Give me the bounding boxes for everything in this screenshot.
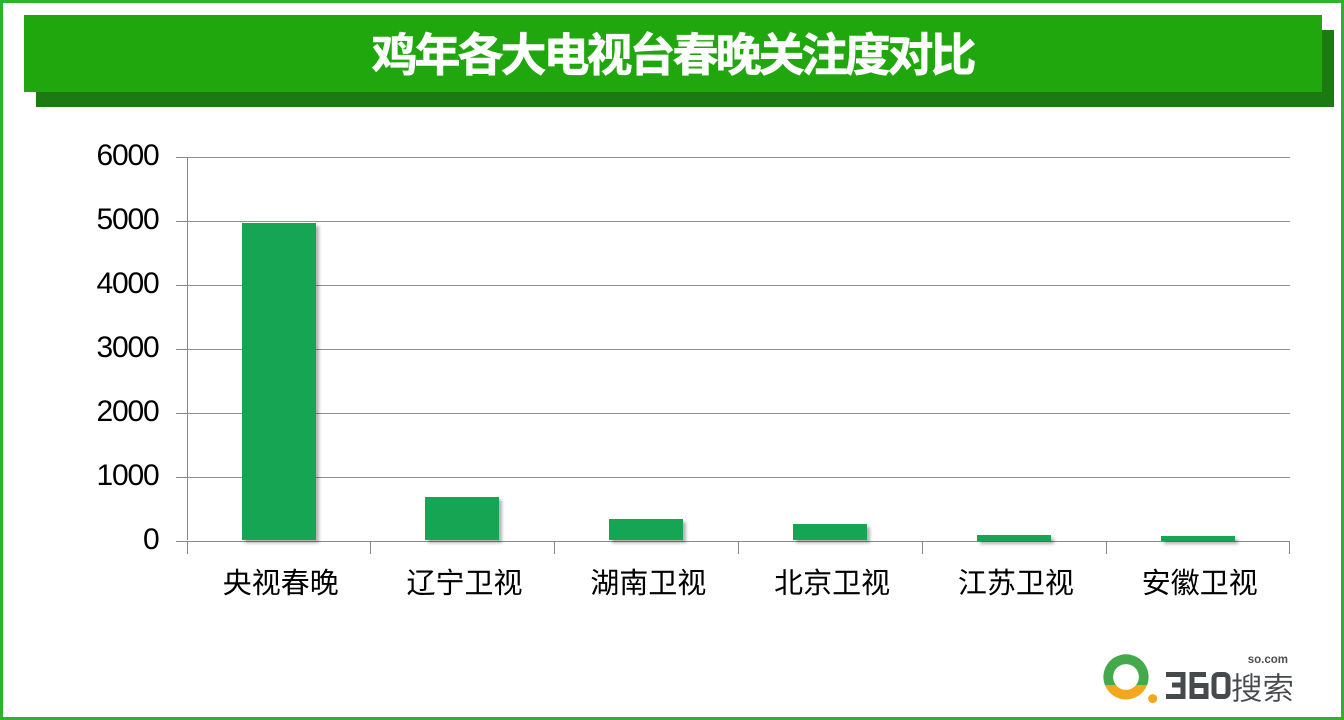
svg-text:so.com: so.com <box>1248 654 1288 666</box>
